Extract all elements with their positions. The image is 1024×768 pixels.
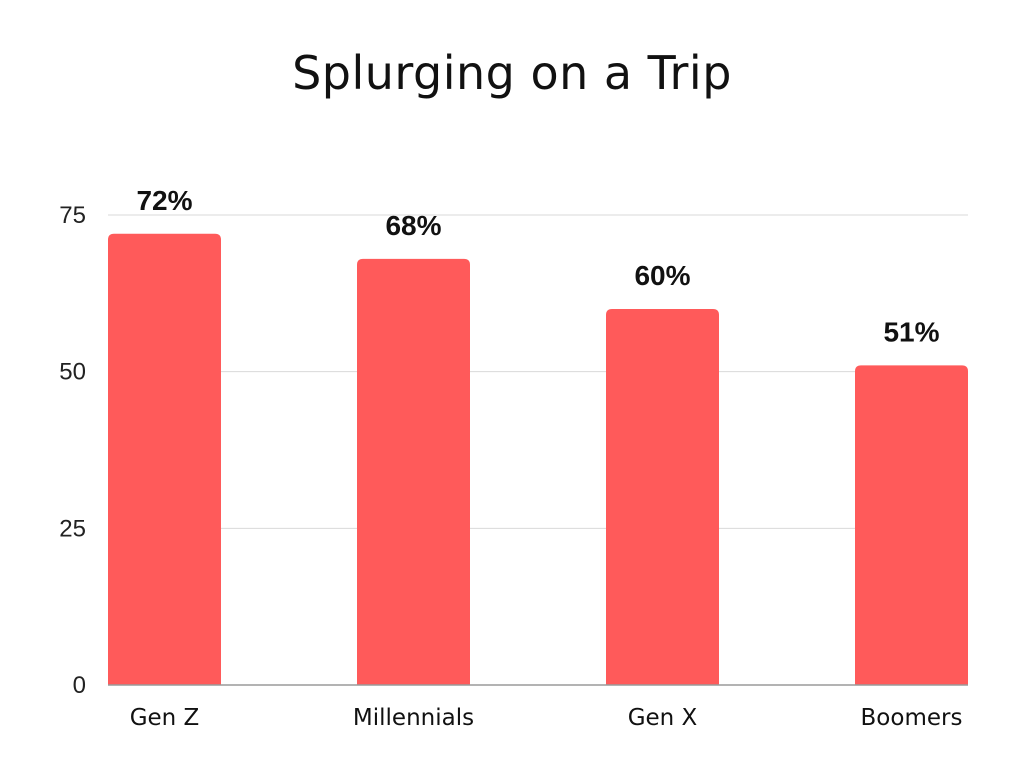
data-label: 51% (883, 316, 939, 347)
y-tick-label: 25 (59, 515, 86, 542)
bar (855, 365, 968, 685)
x-category-label: Millennials (353, 705, 474, 731)
data-label: 68% (385, 210, 441, 241)
data-label: 60% (634, 260, 690, 291)
x-category-label: Gen X (628, 705, 698, 731)
y-tick-label: 75 (59, 202, 86, 229)
label-layer: 0 25 50 75 72% Gen Z 68% Millennials 60% Gen X 51%… (59, 185, 962, 731)
bar (357, 258, 470, 685)
bar (606, 309, 719, 685)
x-category-label: Boomers (861, 705, 963, 731)
bar-layer (108, 233, 968, 686)
data-label: 72% (136, 185, 192, 216)
x-category-label: Gen Z (130, 705, 200, 731)
y-tick-label: 0 (73, 672, 86, 699)
bar (108, 233, 221, 686)
y-tick-label: 50 (59, 359, 86, 386)
chart-title: Splurging on a Trip (292, 46, 732, 100)
grid-layer (108, 214, 968, 529)
